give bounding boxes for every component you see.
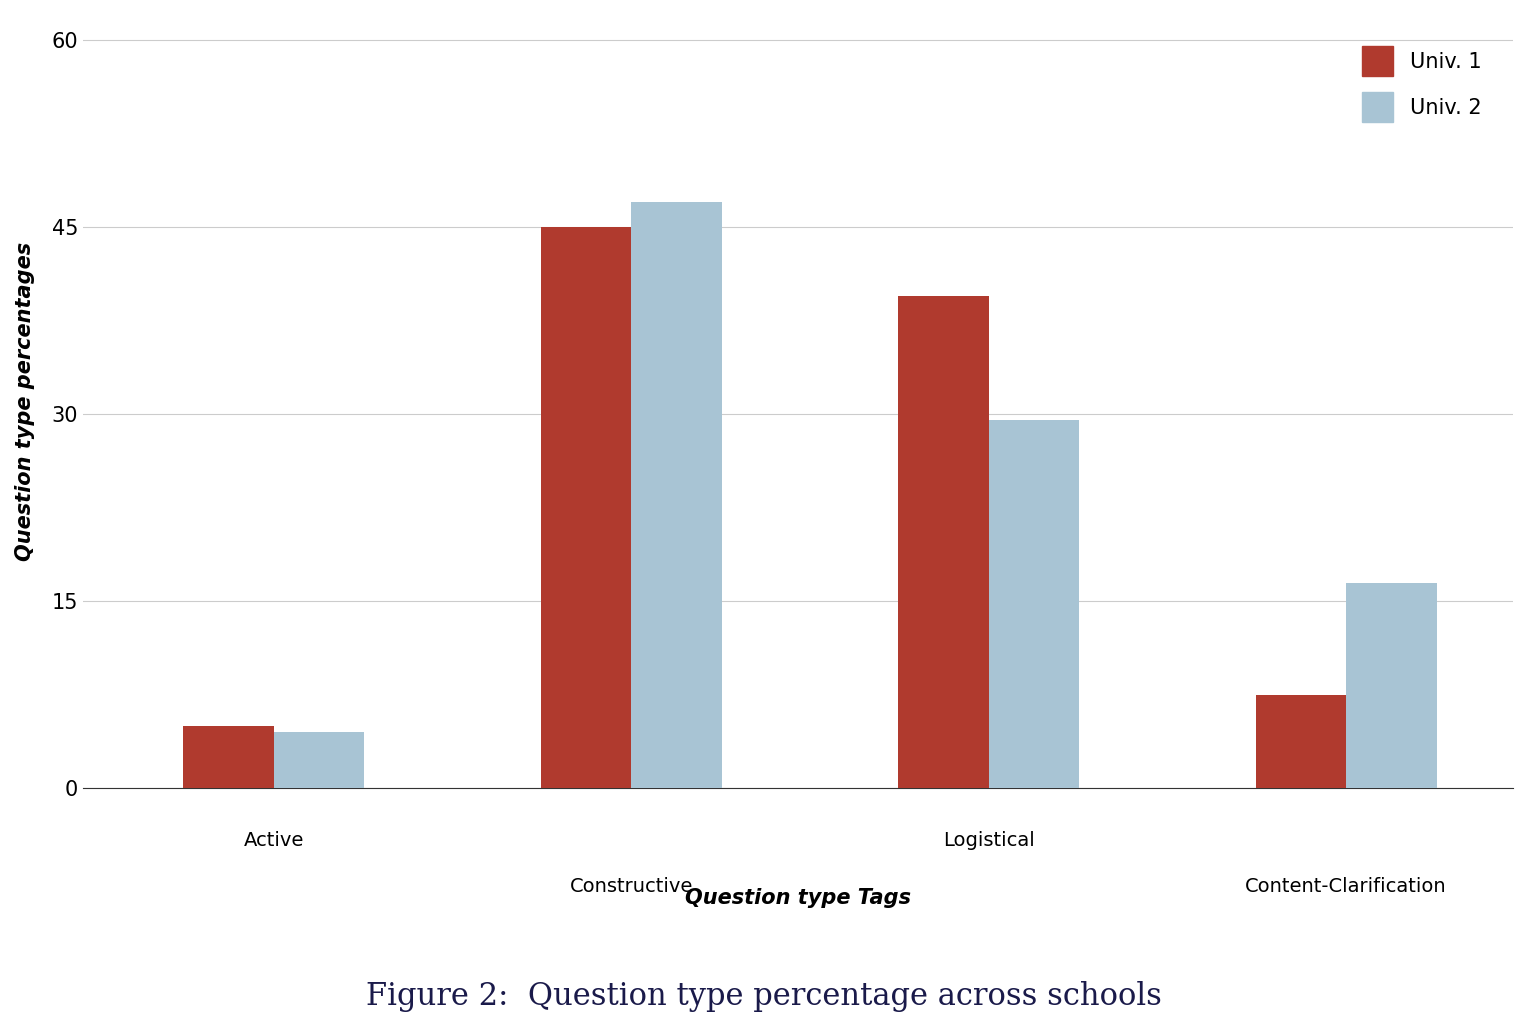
Bar: [898, 295, 989, 788]
Text: Active: Active: [243, 831, 304, 850]
X-axis label: Question type Tags: Question type Tags: [685, 889, 911, 908]
Text: Figure 2:  Question type percentage across schools: Figure 2: Question type percentage acros…: [367, 982, 1161, 1013]
Bar: [631, 202, 721, 788]
Bar: [989, 421, 1079, 788]
Legend: Univ. 1, Univ. 2: Univ. 1, Univ. 2: [1342, 26, 1502, 143]
Y-axis label: Question type percentages: Question type percentages: [15, 242, 35, 561]
Bar: [183, 726, 274, 788]
Bar: [274, 733, 364, 788]
Bar: [1256, 695, 1346, 788]
Text: Constructive: Constructive: [570, 877, 694, 897]
Text: Logistical: Logistical: [943, 831, 1034, 850]
Text: Content-Clarification: Content-Clarification: [1245, 877, 1447, 897]
Bar: [541, 227, 631, 788]
Bar: [1346, 583, 1436, 788]
